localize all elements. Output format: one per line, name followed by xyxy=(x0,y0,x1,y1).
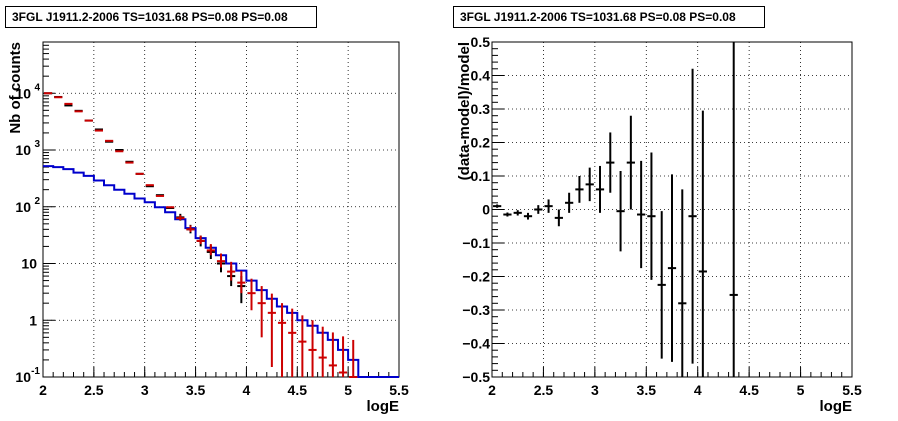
x-tick-label: 4 xyxy=(243,382,251,398)
x-axis-label: logE xyxy=(820,398,853,415)
y-tick-label: 10 xyxy=(15,142,31,158)
x-tick-label: 2 xyxy=(39,382,47,398)
x-tick-label: 3 xyxy=(591,382,599,398)
x-tick-label: 5 xyxy=(797,382,805,398)
y-tick-label: 10 xyxy=(15,85,31,101)
x-tick-label: 5.5 xyxy=(842,382,862,398)
y-tick-exponent: 2 xyxy=(34,196,40,207)
x-axis-label: logE xyxy=(367,398,400,415)
left-chart-title: 3FGL J1911.2-2006 TS=1031.68 PS=0.08 PS=… xyxy=(5,6,317,28)
y-tick-label: 10 xyxy=(21,256,37,272)
y-tick-label: −0.3 xyxy=(462,302,490,318)
x-tick-label: 5 xyxy=(344,382,352,398)
x-tick-label: 3 xyxy=(141,382,149,398)
y-tick-label: 10 xyxy=(15,369,31,385)
right-panel: 3FGL J1911.2-2006 TS=1031.68 PS=0.08 PS=… xyxy=(449,0,898,421)
x-tick-label: 2.5 xyxy=(534,382,554,398)
y-tick-label: −0.2 xyxy=(462,269,490,285)
x-tick-label: 3.5 xyxy=(637,382,657,398)
x-tick-label: 2.5 xyxy=(84,382,104,398)
y-tick-label: 0.5 xyxy=(471,34,491,50)
y-axis-label: Nb of counts xyxy=(7,42,24,134)
y-tick-label: 1 xyxy=(29,312,37,328)
y-tick-label: −0.5 xyxy=(462,369,490,385)
y-tick-label: 0 xyxy=(482,202,490,218)
y-tick-label: 0.2 xyxy=(471,135,491,151)
x-tick-label: 5.5 xyxy=(389,382,409,398)
y-tick-label: 0.1 xyxy=(471,168,491,184)
y-axis-label: (data-model)/model xyxy=(456,42,473,180)
x-tick-label: 4 xyxy=(694,382,702,398)
y-tick-label: 0.3 xyxy=(471,101,491,117)
y-tick-exponent: -1 xyxy=(31,366,40,377)
y-tick-label: −0.1 xyxy=(462,235,490,251)
y-tick-exponent: 4 xyxy=(34,82,40,93)
x-tick-label: 4.5 xyxy=(739,382,759,398)
model-histogram-line xyxy=(43,165,399,378)
x-tick-label: 4.5 xyxy=(288,382,308,398)
left-panel: 3FGL J1911.2-2006 TS=1031.68 PS=0.08 PS=… xyxy=(5,6,409,415)
y-tick-label: −0.4 xyxy=(462,336,490,352)
x-tick-label: 2 xyxy=(488,382,496,398)
right-chart-title: 3FGL J1911.2-2006 TS=1031.68 PS=0.08 PS=… xyxy=(453,6,765,28)
y-tick-label: 0.4 xyxy=(471,68,491,84)
plot-area xyxy=(43,42,399,377)
y-tick-label: 10 xyxy=(15,199,31,215)
y-tick-exponent: 3 xyxy=(34,139,40,150)
x-tick-label: 3.5 xyxy=(186,382,206,398)
